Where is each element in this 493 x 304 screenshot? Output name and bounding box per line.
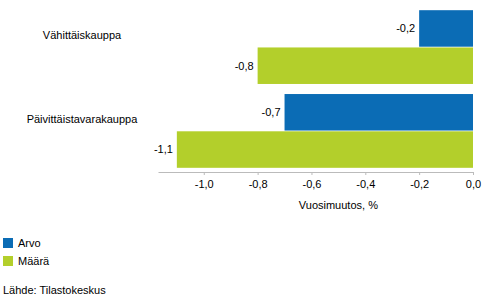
tick: -0,8 — [249, 172, 268, 190]
x-axis: -1,0 -0,8 -0,6 -0,4 -0,2 0,0 — [159, 172, 482, 190]
data-label: -0,2 — [396, 22, 415, 34]
tick-label: -0,8 — [249, 178, 268, 190]
tick-label: -0,2 — [410, 178, 429, 190]
legend-label: Määrä — [18, 255, 50, 267]
category-labels: Vähittäiskauppa Päivittäistavarakauppa — [27, 29, 139, 125]
data-label: -0,7 — [262, 106, 281, 118]
data-labels: -0,2 -0,7 -0,8 -1,1 — [154, 22, 415, 155]
chart-svg: -0,2 -0,7 -0,8 -1,1 Vähittäiskauppa Päivittäi… — [0, 0, 493, 304]
legend-swatch — [3, 256, 13, 266]
tick-label: -0,4 — [356, 178, 375, 190]
data-label: -0,8 — [235, 60, 254, 72]
legend-label: Arvo — [18, 237, 41, 249]
tick-mark — [419, 172, 420, 175]
bar — [285, 94, 473, 131]
tick-mark — [204, 172, 205, 175]
bar — [258, 47, 473, 84]
tick-label: 0,0 — [466, 178, 481, 190]
chart-container: -0,2 -0,7 -0,8 -1,1 Vähittäiskauppa Päivittäi… — [0, 0, 493, 304]
axis-line — [159, 172, 474, 173]
category-label: Vähittäiskauppa — [43, 29, 122, 41]
category-label: Päivittäistavarakauppa — [27, 113, 139, 125]
tick: -0,2 — [410, 172, 429, 190]
legend: Arvo Määrä — [3, 237, 50, 267]
data-label: -1,1 — [154, 143, 173, 155]
tick: -0,4 — [356, 172, 375, 190]
source: Lähde: Tilastokeskus — [3, 284, 106, 296]
tick: -0,6 — [302, 172, 321, 190]
bars — [177, 10, 473, 168]
tick-mark — [473, 172, 474, 175]
tick-mark — [258, 172, 259, 175]
bar — [177, 131, 473, 168]
bar — [419, 10, 473, 47]
tick-label: -0,6 — [302, 178, 321, 190]
tick-mark — [311, 172, 312, 175]
tick-mark — [365, 172, 366, 175]
axis-title: Vuosimuutos, % — [299, 199, 378, 211]
legend-swatch — [3, 238, 13, 248]
tick: 0,0 — [466, 172, 481, 190]
tick-label: -1,0 — [195, 178, 214, 190]
tick: -1,0 — [195, 172, 214, 190]
